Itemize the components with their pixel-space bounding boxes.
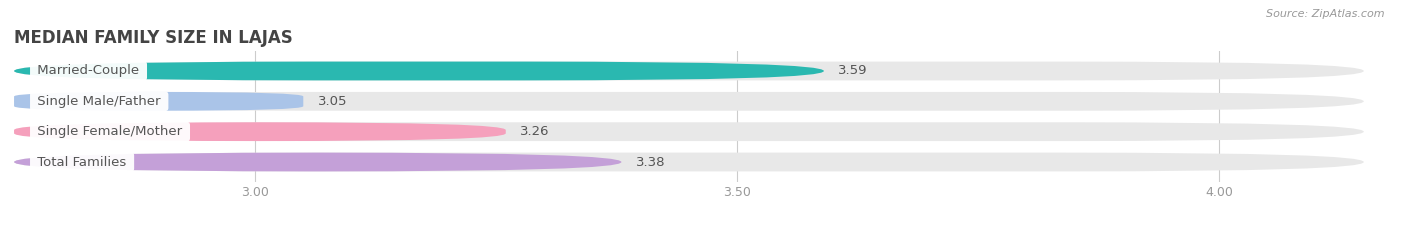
FancyBboxPatch shape [14, 92, 304, 111]
FancyBboxPatch shape [14, 153, 1364, 171]
Text: 3.26: 3.26 [520, 125, 550, 138]
Text: Source: ZipAtlas.com: Source: ZipAtlas.com [1267, 9, 1385, 19]
Text: Married-Couple: Married-Couple [34, 65, 143, 78]
FancyBboxPatch shape [14, 62, 824, 80]
FancyBboxPatch shape [14, 122, 506, 141]
Text: Single Female/Mother: Single Female/Mother [34, 125, 187, 138]
Text: 3.05: 3.05 [318, 95, 347, 108]
FancyBboxPatch shape [14, 153, 621, 171]
Text: 3.59: 3.59 [838, 65, 868, 78]
Text: MEDIAN FAMILY SIZE IN LAJAS: MEDIAN FAMILY SIZE IN LAJAS [14, 29, 292, 47]
FancyBboxPatch shape [14, 92, 1364, 111]
Text: 3.38: 3.38 [636, 155, 665, 168]
Text: Single Male/Father: Single Male/Father [34, 95, 165, 108]
FancyBboxPatch shape [14, 122, 1364, 141]
Text: Total Families: Total Families [34, 155, 131, 168]
FancyBboxPatch shape [14, 62, 1364, 80]
